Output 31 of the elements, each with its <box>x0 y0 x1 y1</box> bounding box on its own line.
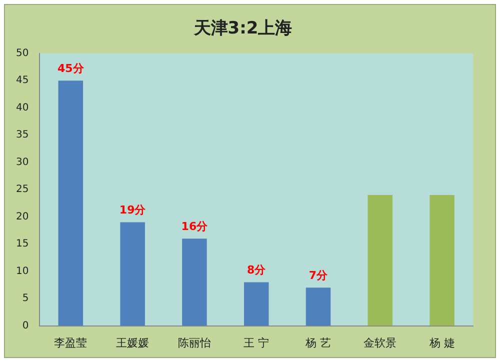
bar <box>306 288 331 326</box>
data-label: 19分 <box>119 204 147 217</box>
y-tick-label: 0 <box>22 320 29 332</box>
x-tick-label: 王媛媛 <box>116 336 150 350</box>
bar <box>430 195 454 326</box>
x-tick-label: 杨 婕 <box>428 336 455 350</box>
x-tick-label: 王 宁 <box>244 336 270 350</box>
data-label: 45分 <box>58 62 85 75</box>
chart-title: 天津3:2上海 <box>192 18 292 39</box>
bar <box>244 282 269 326</box>
y-tick-label: 50 <box>16 48 29 59</box>
y-tick-label: 35 <box>16 130 29 141</box>
x-tick-label: 杨 艺 <box>304 336 332 350</box>
y-tick-label: 45 <box>16 75 29 86</box>
y-tick-label: 40 <box>16 102 29 114</box>
y-tick-label: 15 <box>16 238 29 250</box>
data-label: 7分 <box>308 269 329 282</box>
y-tick-label: 5 <box>22 293 29 304</box>
bar <box>182 238 207 326</box>
bar <box>58 80 84 326</box>
x-tick-label: 李盈莹 <box>54 336 88 350</box>
x-tick-label: 陈丽怡 <box>178 336 211 350</box>
data-label: 16分 <box>181 220 209 233</box>
y-tick-label: 20 <box>16 211 29 222</box>
data-label: 8分 <box>247 264 267 277</box>
bar <box>120 222 145 326</box>
y-tick-label: 10 <box>16 266 29 277</box>
y-tick-label: 25 <box>16 184 29 196</box>
bar <box>368 195 393 326</box>
x-tick-label: 金软景 <box>364 336 397 350</box>
y-tick-label: 30 <box>16 156 29 168</box>
